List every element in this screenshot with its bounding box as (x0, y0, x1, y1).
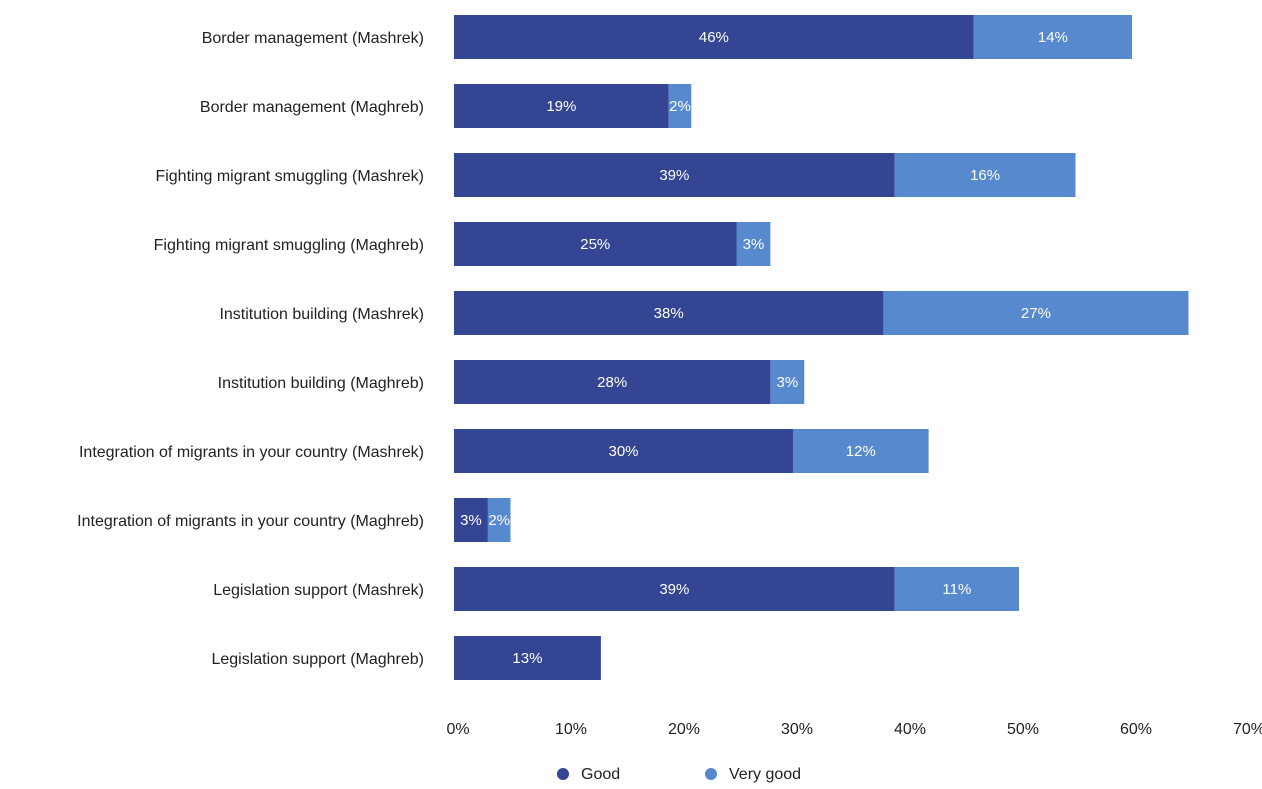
x-tick-label: 0% (446, 721, 469, 738)
bar-value-label: 28% (597, 374, 627, 391)
category-label: Border management (Mashrek) (202, 30, 424, 47)
bar-value-label: 30% (608, 443, 638, 460)
bar-value-label: 39% (659, 581, 689, 598)
bar-value-label: 19% (546, 98, 576, 115)
category-label: Legislation support (Maghreb) (211, 651, 424, 668)
legend: Good Very good (557, 766, 801, 783)
x-axis-tick-labels: 0% 10% 20% 30% 40% 50% 60% 70% (446, 721, 1262, 738)
category-label: Institution building (Mashrek) (219, 306, 424, 323)
bar-value-label: 11% (942, 581, 971, 598)
x-tick-label: 10% (555, 721, 587, 738)
bar-value-label: 3% (743, 236, 765, 253)
x-tick-label: 20% (668, 721, 700, 738)
bar-value-label: 13% (512, 650, 542, 667)
bar-value-label: 3% (460, 512, 482, 529)
bar-value-label: 46% (699, 29, 729, 46)
bar-value-label: 2% (669, 98, 691, 115)
bar-value-label: 39% (659, 167, 689, 184)
bar-value-label: 25% (580, 236, 610, 253)
bar-value-label: 3% (777, 374, 799, 391)
category-label: Institution building (Maghreb) (218, 375, 424, 392)
legend-marker (705, 768, 717, 780)
category-label: Legislation support (Mashrek) (213, 582, 424, 599)
bar-value-label: 27% (1021, 305, 1051, 322)
category-label: Integration of migrants in your country … (77, 513, 424, 530)
category-labels: Border management (Mashrek) Border manage… (77, 30, 424, 668)
bar-value-label: 12% (846, 443, 876, 460)
legend-label: Very good (729, 766, 801, 783)
x-tick-label: 30% (781, 721, 813, 738)
category-label: Border management (Maghreb) (200, 99, 424, 116)
category-label: Fighting migrant smuggling (Mashrek) (155, 168, 424, 185)
legend-marker (557, 768, 569, 780)
x-tick-label: 50% (1007, 721, 1039, 738)
category-label: Integration of migrants in your country … (79, 444, 424, 461)
x-tick-label: 60% (1120, 721, 1152, 738)
x-tick-label: 40% (894, 721, 926, 738)
bar-value-label: 38% (654, 305, 684, 322)
category-label: Fighting migrant smuggling (Maghreb) (154, 237, 424, 254)
bar-value-label: 14% (1038, 29, 1068, 46)
x-tick-label: 70% (1233, 721, 1262, 738)
legend-label: Good (581, 766, 620, 783)
bar-value-label: 2% (488, 512, 510, 529)
bar-value-label: 16% (970, 167, 1000, 184)
